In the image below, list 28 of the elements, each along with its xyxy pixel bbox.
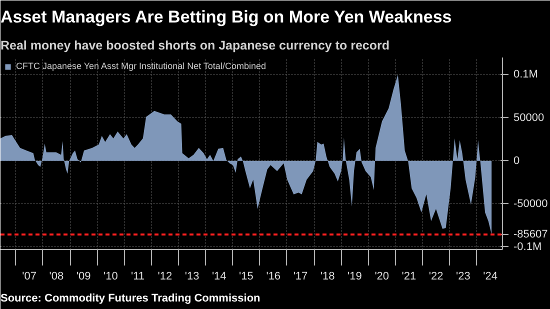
y-tick-label: -0.1M [514, 240, 542, 253]
x-tick-label: '09 [76, 270, 91, 282]
x-tick-label: '07 [22, 270, 36, 282]
x-tick-label: '18 [320, 270, 335, 282]
x-tick-label: '13 [184, 270, 200, 282]
x-tick-label: '19 [348, 270, 362, 282]
x-tick-label: '22 [428, 270, 444, 282]
y-tick-label: 0.1M [514, 68, 538, 81]
x-tick-label: '17 [293, 270, 308, 282]
y-tick-label: -50000 [514, 198, 548, 210]
legend-label: CFTC Japanese Yen Asst Mgr Institutional Net Total/Combined [16, 61, 266, 71]
y-tick-label: 0 [514, 154, 520, 167]
ref-line-label: -85607 [514, 228, 548, 241]
x-tick-label: '15 [239, 270, 254, 282]
chart-subtitle: Real money have boosted shorts on Japanese currency to record [0, 38, 390, 52]
x-tick-label: '24 [483, 270, 498, 282]
x-tick-label: '11 [131, 270, 145, 282]
chart-title: Asset Managers Are Betting Big on More Yen Weakness [0, 8, 452, 26]
x-tick-label: '14 [212, 270, 226, 282]
x-tick-label: '10 [104, 270, 118, 282]
source-note: Source: Commodity Futures Trading Commission [0, 292, 261, 304]
x-tick-label: '20 [374, 270, 390, 282]
x-tick-label: '16 [266, 270, 281, 282]
x-tick-label: '23 [456, 270, 470, 282]
x-tick-label: '21 [402, 270, 416, 282]
y-tick-label: 50000 [514, 112, 544, 124]
x-tick-label: '08 [49, 270, 64, 282]
x-tick-label: '12 [158, 270, 172, 282]
